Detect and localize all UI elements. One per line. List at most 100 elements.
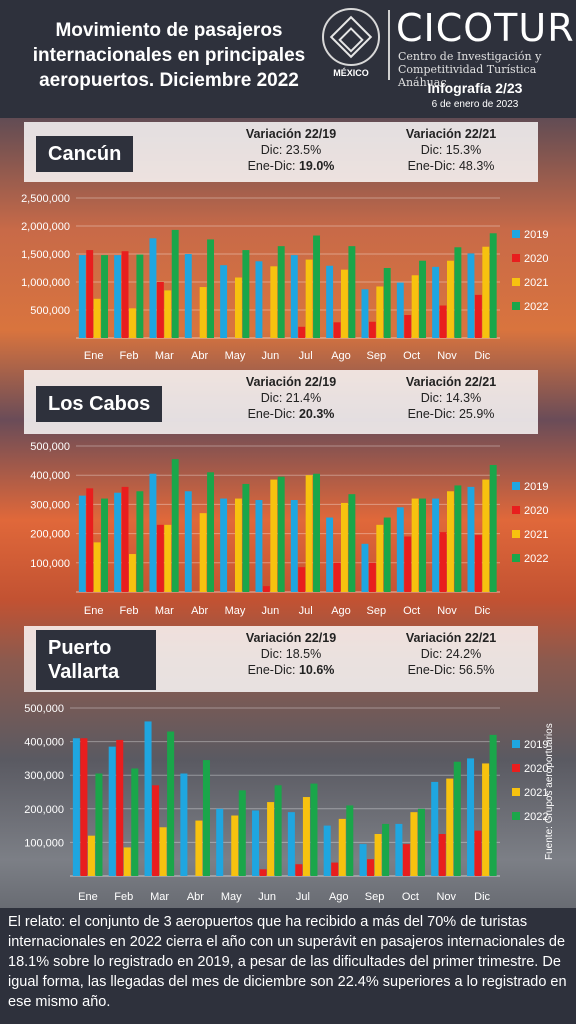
bar-2022 — [346, 805, 354, 876]
bar-2020 — [367, 859, 375, 876]
bar-2022 — [167, 731, 175, 876]
y-tick-label: 200,000 — [24, 804, 64, 816]
bar-2019 — [431, 781, 439, 876]
legend-label: 2019 — [524, 229, 548, 241]
bar-2021 — [199, 287, 207, 338]
bar-2019 — [290, 255, 298, 338]
bar-2021 — [411, 275, 419, 338]
bar-2022 — [313, 473, 321, 592]
narrative-text: El relato: el conjunto de 3 aeropuertos … — [0, 908, 576, 1024]
airport-name: Puerto Vallarta — [36, 630, 156, 690]
bar-2021 — [159, 827, 167, 876]
x-tick-label: Ene — [84, 350, 104, 362]
variation-22-21: Variación 22/21 Dic: 24.2% Ene-Dic: 56.5… — [376, 630, 526, 678]
bar-2022 — [489, 464, 497, 592]
legend-swatch — [512, 254, 520, 262]
bar-2021 — [374, 834, 382, 876]
x-tick-label: Mar — [150, 891, 169, 903]
variation-heading: Variación 22/21 — [405, 631, 497, 645]
x-tick-label: Dic — [474, 350, 490, 362]
header-banner: Movimiento de pasajeros internacionales … — [0, 0, 576, 118]
legend-swatch — [512, 764, 520, 772]
bar-2021 — [231, 815, 239, 876]
x-tick-label: Feb — [120, 605, 139, 617]
y-tick-label: 100,000 — [30, 558, 70, 570]
bar-2021 — [376, 524, 384, 592]
x-tick-label: Ago — [331, 605, 351, 617]
bar-2019 — [184, 254, 192, 338]
bar-2022 — [383, 268, 391, 338]
x-tick-label: Nov — [437, 605, 457, 617]
variation-22-19: Variación 22/19 Dic: 18.5% Ene-Dic: 10.6… — [216, 630, 366, 678]
legend-swatch — [512, 554, 520, 562]
bar-2021 — [235, 498, 242, 592]
bar-2022 — [274, 785, 282, 876]
bar-2021 — [123, 847, 131, 876]
x-tick-label: Feb — [114, 891, 133, 903]
y-tick-label: 1,000,000 — [21, 277, 70, 289]
y-tick-label: 2,000,000 — [21, 221, 70, 233]
airport-panel-cancun: Cancún Variación 22/19 Dic: 23.5% Ene-Di… — [24, 122, 538, 182]
bar-2020 — [368, 321, 376, 338]
x-tick-label: Dic — [474, 891, 490, 903]
bar-2022 — [277, 476, 285, 592]
legend-swatch — [512, 788, 520, 796]
bar-2020 — [156, 282, 164, 338]
airport-name: Los Cabos — [36, 386, 163, 422]
bar-2019 — [180, 773, 188, 876]
x-tick-label: Jul — [299, 605, 313, 617]
x-tick-label: Ago — [331, 350, 351, 362]
bar-2022 — [454, 485, 462, 592]
brand-subtitle: Centro de Investigación y Competitividad… — [398, 50, 542, 89]
bar-2021 — [341, 502, 348, 592]
bar-2021 — [302, 797, 310, 876]
bar-2020 — [438, 834, 446, 876]
bar-2022 — [382, 823, 390, 876]
bar-2021 — [410, 812, 418, 876]
y-tick-label: 300,000 — [30, 499, 70, 511]
variation-heading: Variación 22/19 — [245, 375, 337, 389]
bar-2021 — [482, 246, 490, 338]
legend-label: 2021 — [524, 529, 548, 541]
variation-22-19: Variación 22/19 Dic: 21.4% Ene-Dic: 20.3… — [216, 374, 366, 422]
bar-2021 — [270, 266, 278, 338]
legend-label: 2021 — [524, 277, 548, 289]
bar-2019 — [361, 289, 369, 338]
bar-2020 — [80, 738, 88, 876]
bar-2021 — [164, 524, 172, 592]
x-tick-label: Dic — [474, 605, 490, 617]
bar-2022 — [136, 491, 144, 592]
bar-2020 — [439, 305, 447, 338]
x-tick-label: May — [221, 891, 242, 903]
bar-2022 — [171, 459, 179, 592]
bar-2019 — [78, 495, 86, 592]
x-tick-label: Abr — [191, 605, 208, 617]
bar-2020 — [333, 322, 341, 338]
bar-2019 — [396, 282, 404, 338]
bar-2019 — [78, 255, 86, 338]
x-tick-label: Jul — [299, 350, 313, 362]
bar-2022 — [277, 246, 285, 338]
legend-swatch — [512, 740, 520, 748]
bar-2020 — [333, 562, 341, 592]
bar-2022 — [348, 246, 356, 338]
bar-2019 — [255, 500, 263, 592]
bar-2021 — [93, 298, 101, 338]
x-tick-label: Jun — [258, 891, 276, 903]
airport-name: Cancún — [36, 136, 134, 172]
x-tick-label: May — [225, 605, 246, 617]
bar-2022 — [453, 761, 461, 876]
x-tick-label: Ene — [78, 891, 98, 903]
x-tick-label: Oct — [402, 891, 419, 903]
bar-2021 — [199, 513, 207, 592]
bar-2022 — [207, 472, 215, 592]
bar-2022 — [242, 483, 250, 592]
y-tick-label: 500,000 — [30, 441, 70, 453]
bar-2021 — [447, 491, 454, 592]
variation-22-21: Variación 22/21 Dic: 15.3% Ene-Dic: 48.3… — [376, 126, 526, 174]
y-tick-label: 1,500,000 — [21, 249, 70, 261]
bar-2021 — [267, 802, 275, 876]
bar-2022 — [238, 790, 246, 876]
bar-2019 — [432, 266, 440, 338]
legend-label: 2022 — [524, 811, 548, 823]
